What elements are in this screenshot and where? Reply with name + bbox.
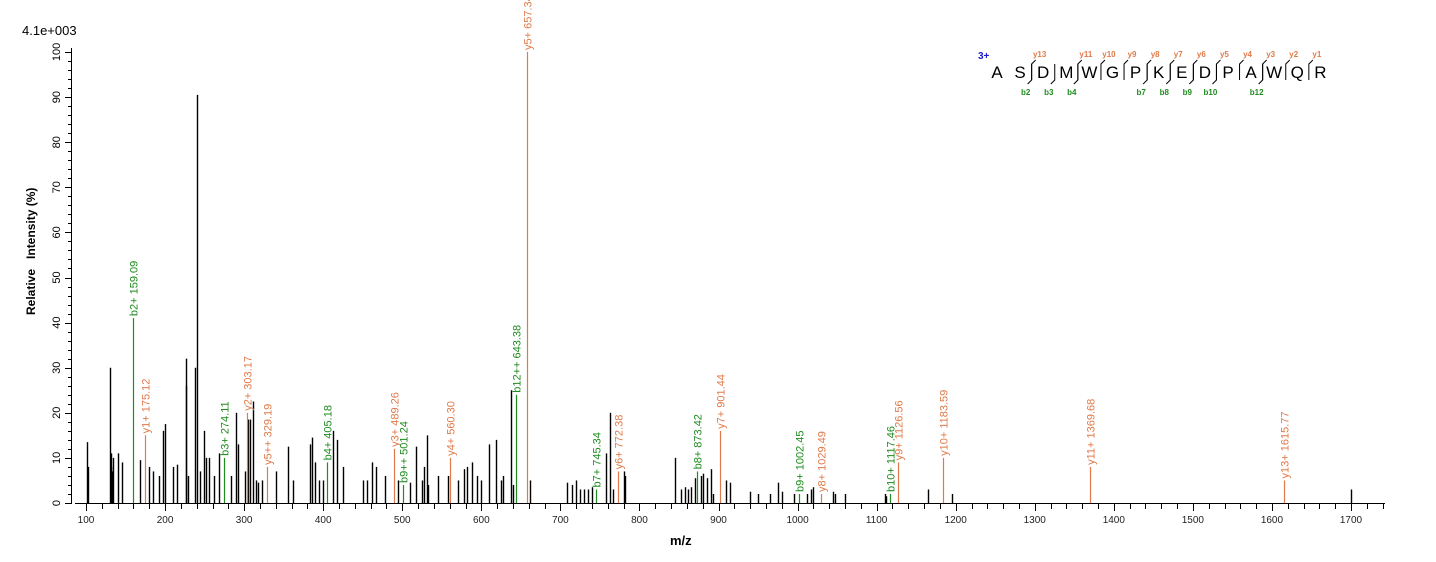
- peak-label: b8+ 873.42: [693, 414, 705, 469]
- residue: D: [1037, 63, 1049, 82]
- b-ion-label: b7: [1136, 88, 1146, 97]
- residue: M: [1059, 63, 1073, 82]
- residue: R: [1314, 63, 1326, 82]
- x-tick-label: 900: [710, 515, 727, 526]
- peak-label: y8+ 1029.49: [817, 431, 829, 492]
- residue: P: [1130, 63, 1141, 82]
- y-ion-label: y11: [1079, 50, 1092, 59]
- residue: A: [991, 63, 1003, 82]
- residue: W: [1266, 63, 1282, 82]
- b-ion-label: b10: [1204, 88, 1218, 97]
- y-tick-label: 10: [51, 452, 63, 464]
- b-ion-label: b12: [1250, 88, 1264, 97]
- peak-label: y13+ 1615.77: [1280, 411, 1292, 478]
- peak-label: b10+ 1117.46: [886, 426, 898, 492]
- y-tick-label: 40: [51, 316, 63, 328]
- b-ion-label: b3: [1044, 88, 1054, 97]
- b-ion-label: b4: [1067, 88, 1077, 97]
- x-tick-label: 400: [315, 515, 332, 526]
- residue: S: [1014, 63, 1025, 82]
- peak-label: b7+ 745.34: [592, 432, 604, 487]
- peak-label: y10+ 1183.59: [939, 390, 951, 456]
- x-tick-label: 300: [236, 515, 253, 526]
- y-ion-label: y7: [1174, 50, 1183, 59]
- peak-label: b2+ 159.09: [129, 261, 141, 316]
- x-tick-label: 1100: [866, 515, 888, 526]
- peak-label: y5+ 657.34: [523, 0, 535, 50]
- x-tick-label: 1500: [1182, 515, 1205, 526]
- peak-label: y11+ 1369.68: [1086, 399, 1098, 465]
- x-tick-label: 100: [78, 515, 95, 526]
- y-ion-label: y9: [1128, 50, 1137, 59]
- x-tick-label: 600: [473, 515, 490, 526]
- annotated-peaks: b2+ 159.09 y1+ 175.12 b3+ 274.11 y2+ 303.17…: [129, 0, 1292, 503]
- peak-label: y2+ 303.17: [243, 356, 255, 411]
- x-tick-label: 1300: [1024, 515, 1047, 526]
- residue: K: [1153, 63, 1165, 82]
- y-tick-label: 30: [51, 362, 63, 374]
- x-tick-label: 800: [631, 515, 648, 526]
- peak-label: y6+ 772.38: [614, 415, 626, 470]
- residue: P: [1222, 63, 1233, 82]
- b-ion-label: b9: [1183, 88, 1193, 97]
- residue: G: [1106, 63, 1119, 82]
- y-ion-label: y13: [1033, 50, 1047, 59]
- y-ion-label: y4: [1243, 50, 1252, 59]
- x-tick-label: 1400: [1103, 515, 1126, 526]
- b-ion-label: b8: [1160, 88, 1170, 97]
- peak-label: y7+ 901.44: [716, 374, 728, 429]
- y-ion-label: y1: [1312, 50, 1321, 59]
- peak-label: y9+ 1126.56: [894, 400, 906, 460]
- y-ion-label: y3: [1266, 50, 1275, 59]
- peak-label: y4+ 560.30: [446, 401, 458, 456]
- x-tick-label: 1600: [1261, 515, 1284, 526]
- x-tick-label: 200: [157, 515, 174, 526]
- x-tick-label: 700: [552, 515, 569, 526]
- x-tick-label: 1700: [1340, 515, 1363, 526]
- residue: Q: [1291, 63, 1304, 82]
- y-ion-label: y5: [1220, 50, 1229, 59]
- peak-label: y1+ 175.12: [141, 379, 153, 434]
- y-tick-label: 80: [51, 136, 63, 148]
- y-ion-label: y6: [1197, 50, 1206, 59]
- intensity-scale-label: 4.1e+003: [22, 23, 77, 38]
- peak-label: b3+ 274.11: [220, 401, 232, 456]
- peak-label: y5++ 329.19: [263, 404, 275, 465]
- y-tick-label: 70: [51, 181, 63, 193]
- peak-label: b12++ 643.38: [512, 325, 524, 393]
- residue: D: [1199, 63, 1211, 82]
- axes: 0 10 20 30 40 50 60 70 80 90 100 100 200 300 400 500 600…: [51, 43, 1385, 526]
- residue: A: [1245, 63, 1257, 82]
- unassigned-peaks: [86, 94, 1353, 503]
- y-tick-label: 100: [51, 43, 63, 61]
- y-tick-label: 20: [51, 407, 63, 419]
- y-ion-label: y8: [1151, 50, 1160, 59]
- y-tick-label: 90: [51, 91, 63, 103]
- charge-state: 3+: [978, 51, 990, 62]
- y-tick-label: 50: [51, 271, 63, 283]
- residue: W: [1081, 63, 1097, 82]
- y-ion-label: y2: [1289, 50, 1298, 59]
- x-axis-title: m/z: [670, 533, 692, 548]
- y-ion-label: y10: [1102, 50, 1116, 59]
- y-tick-label: 60: [51, 226, 63, 238]
- b-ion-label: b2: [1021, 88, 1031, 97]
- x-tick-label: 1000: [786, 515, 809, 526]
- residue: E: [1176, 63, 1187, 82]
- peak-label: b9++ 501.24: [399, 421, 411, 483]
- peak-label: y3+ 489.26: [390, 392, 402, 447]
- x-tick-label: 500: [394, 515, 411, 526]
- peak-label: b9+ 1002.45: [795, 430, 807, 491]
- y-tick-label: 0: [51, 500, 63, 506]
- peak-label: b4+ 405.18: [323, 405, 335, 460]
- x-tick-label: 1200: [945, 515, 968, 526]
